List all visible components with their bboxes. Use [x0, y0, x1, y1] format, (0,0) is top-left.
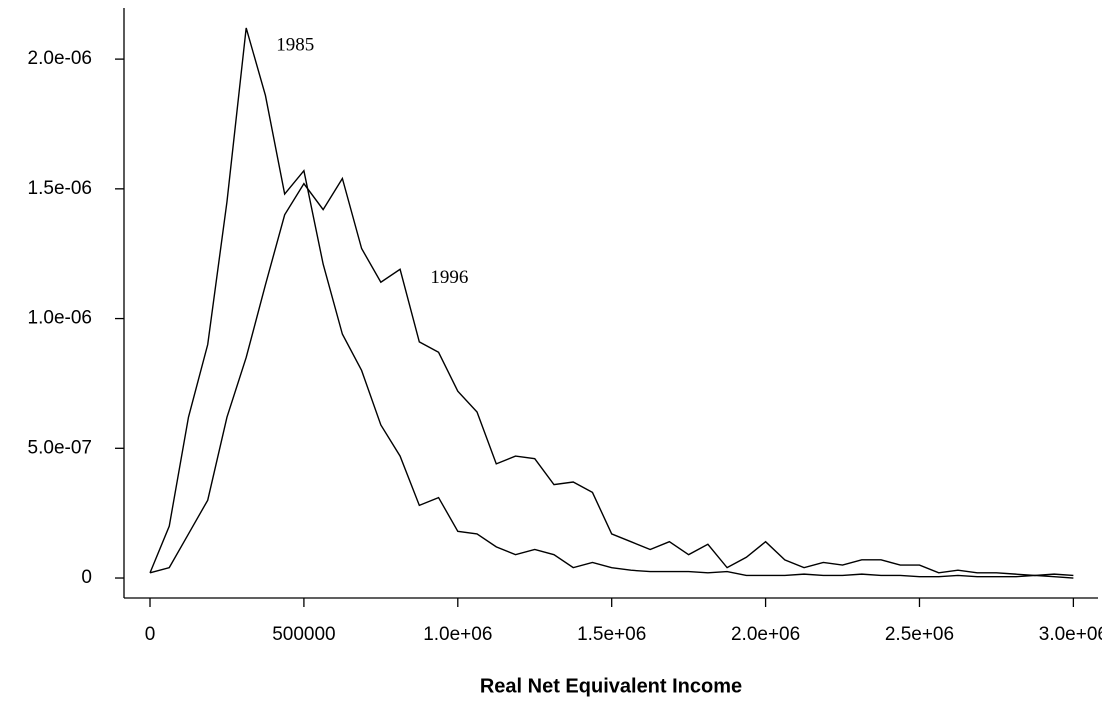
series-annotation: 1985: [276, 34, 314, 55]
x-tick-label: 1.0e+06: [423, 624, 492, 645]
x-tick-label: 1.5e+06: [577, 624, 646, 645]
x-tick-label: 2.5e+06: [885, 624, 954, 645]
y-tick-label: 1.0e-06: [28, 308, 92, 329]
x-tick-label: 3.0e+06: [1039, 624, 1102, 645]
x-tick-label: 2.0e+06: [731, 624, 800, 645]
x-tick-label: 0: [145, 624, 156, 645]
x-axis-label: Real Net Equivalent Income: [480, 675, 742, 697]
y-tick-label: 5.0e-07: [28, 437, 92, 458]
x-tick-label: 500000: [272, 624, 335, 645]
series-annotation: 1996: [430, 267, 468, 288]
line-series: [149, 176, 1074, 577]
y-tick-label: 1.5e-06: [28, 178, 92, 199]
y-tick-label: 0: [81, 567, 92, 588]
y-tick-label: 2.0e-06: [28, 48, 92, 69]
line-series: [149, 27, 1074, 579]
